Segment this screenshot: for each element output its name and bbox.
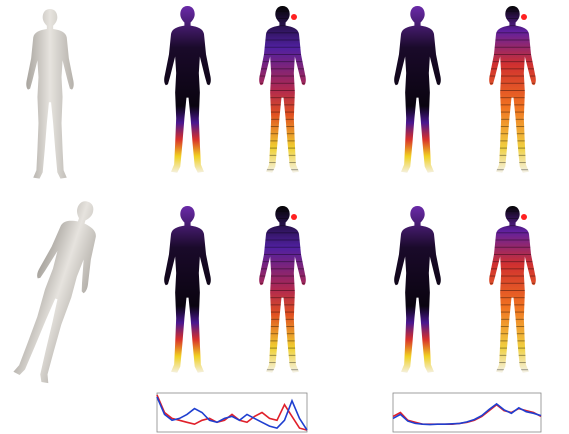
contour-lines <box>259 206 306 373</box>
colored-model <box>394 6 441 173</box>
contour-lines <box>259 6 306 173</box>
series-line <box>157 395 307 430</box>
gray-model <box>6 194 113 387</box>
figure <box>0 0 569 434</box>
plot-frame <box>157 393 307 432</box>
source-point <box>291 214 297 220</box>
colored-model <box>394 206 441 373</box>
source-point <box>521 14 527 20</box>
gray-model <box>26 9 73 179</box>
plot-frame <box>393 393 541 432</box>
colored-model <box>164 6 211 173</box>
contour-lines <box>489 6 536 173</box>
source-point <box>521 214 527 220</box>
source-point <box>291 14 297 20</box>
contour-lines <box>489 206 536 373</box>
colored-model <box>164 206 211 373</box>
